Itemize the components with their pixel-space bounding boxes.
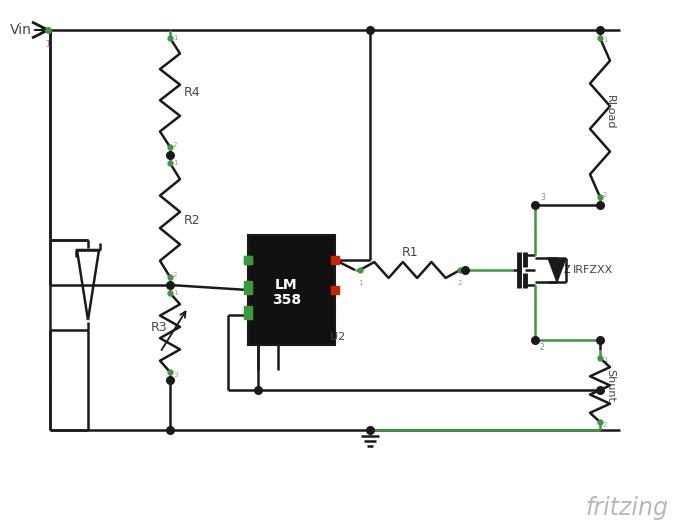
Text: 1: 1 xyxy=(603,37,608,43)
Text: Shunt: Shunt xyxy=(605,369,615,402)
Text: 2: 2 xyxy=(603,422,608,428)
Text: fritzing: fritzing xyxy=(585,496,668,520)
Text: Z: Z xyxy=(564,265,570,275)
Text: 2: 2 xyxy=(458,280,462,286)
Text: R4: R4 xyxy=(184,86,201,99)
Polygon shape xyxy=(548,258,566,282)
Text: RLoad: RLoad xyxy=(605,95,615,130)
Bar xyxy=(248,235,335,345)
Text: 1: 1 xyxy=(173,35,178,41)
Text: 1: 1 xyxy=(358,280,363,286)
Text: 2: 2 xyxy=(173,142,177,148)
Text: 1: 1 xyxy=(46,40,50,49)
Text: 1: 1 xyxy=(173,160,178,166)
Text: 3: 3 xyxy=(173,372,178,378)
Text: 2: 2 xyxy=(173,272,177,278)
Text: R1: R1 xyxy=(402,245,419,259)
Text: LM: LM xyxy=(275,278,298,292)
Text: 358: 358 xyxy=(272,293,301,307)
Text: 1: 1 xyxy=(173,290,178,296)
Text: R2: R2 xyxy=(184,213,201,227)
Text: 1: 1 xyxy=(603,357,608,363)
Text: Vin: Vin xyxy=(10,23,32,37)
Text: U2: U2 xyxy=(330,332,345,342)
Text: R3: R3 xyxy=(150,321,167,334)
Text: 3: 3 xyxy=(540,193,545,202)
Text: 2: 2 xyxy=(603,192,608,198)
Text: 2: 2 xyxy=(540,344,545,353)
Text: IRFZXX: IRFZXX xyxy=(573,265,613,275)
